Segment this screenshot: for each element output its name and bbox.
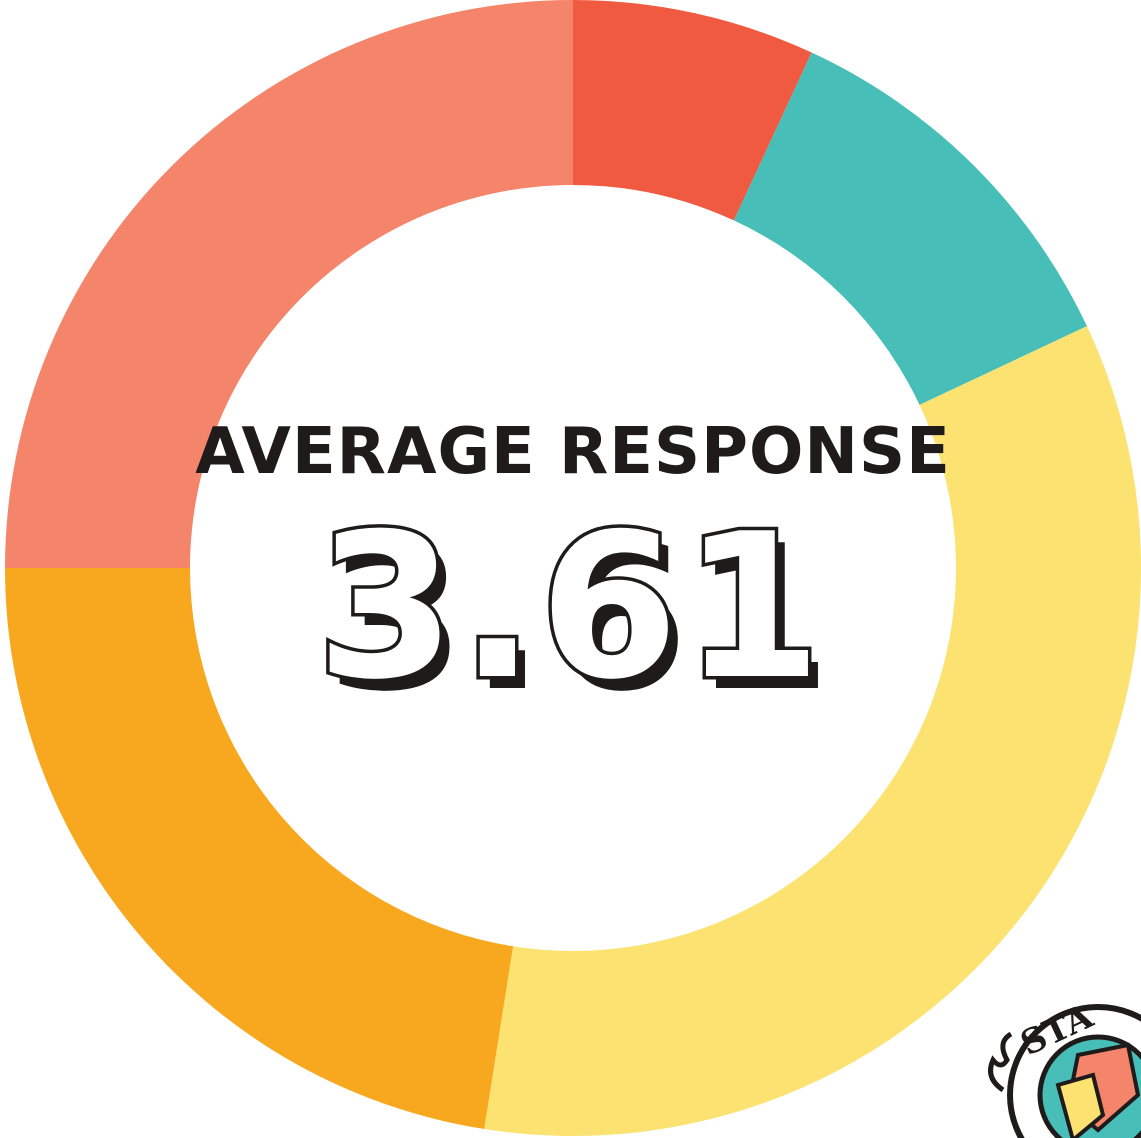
- donut-slices: [5, 0, 1141, 1136]
- donut-slice-1: [573, 0, 812, 221]
- donut-slice-5: [5, 0, 573, 568]
- logo-badge: STA: [988, 996, 1141, 1138]
- donut-slice-4: [5, 568, 514, 1130]
- center-value: 3.61: [316, 491, 825, 724]
- center-title: AVERAGE RESPONSE: [195, 415, 951, 489]
- center-value-shadow: 3.61: [326, 503, 835, 736]
- donut-slice-3: [484, 326, 1141, 1136]
- donut-slice-2: [733, 52, 1087, 405]
